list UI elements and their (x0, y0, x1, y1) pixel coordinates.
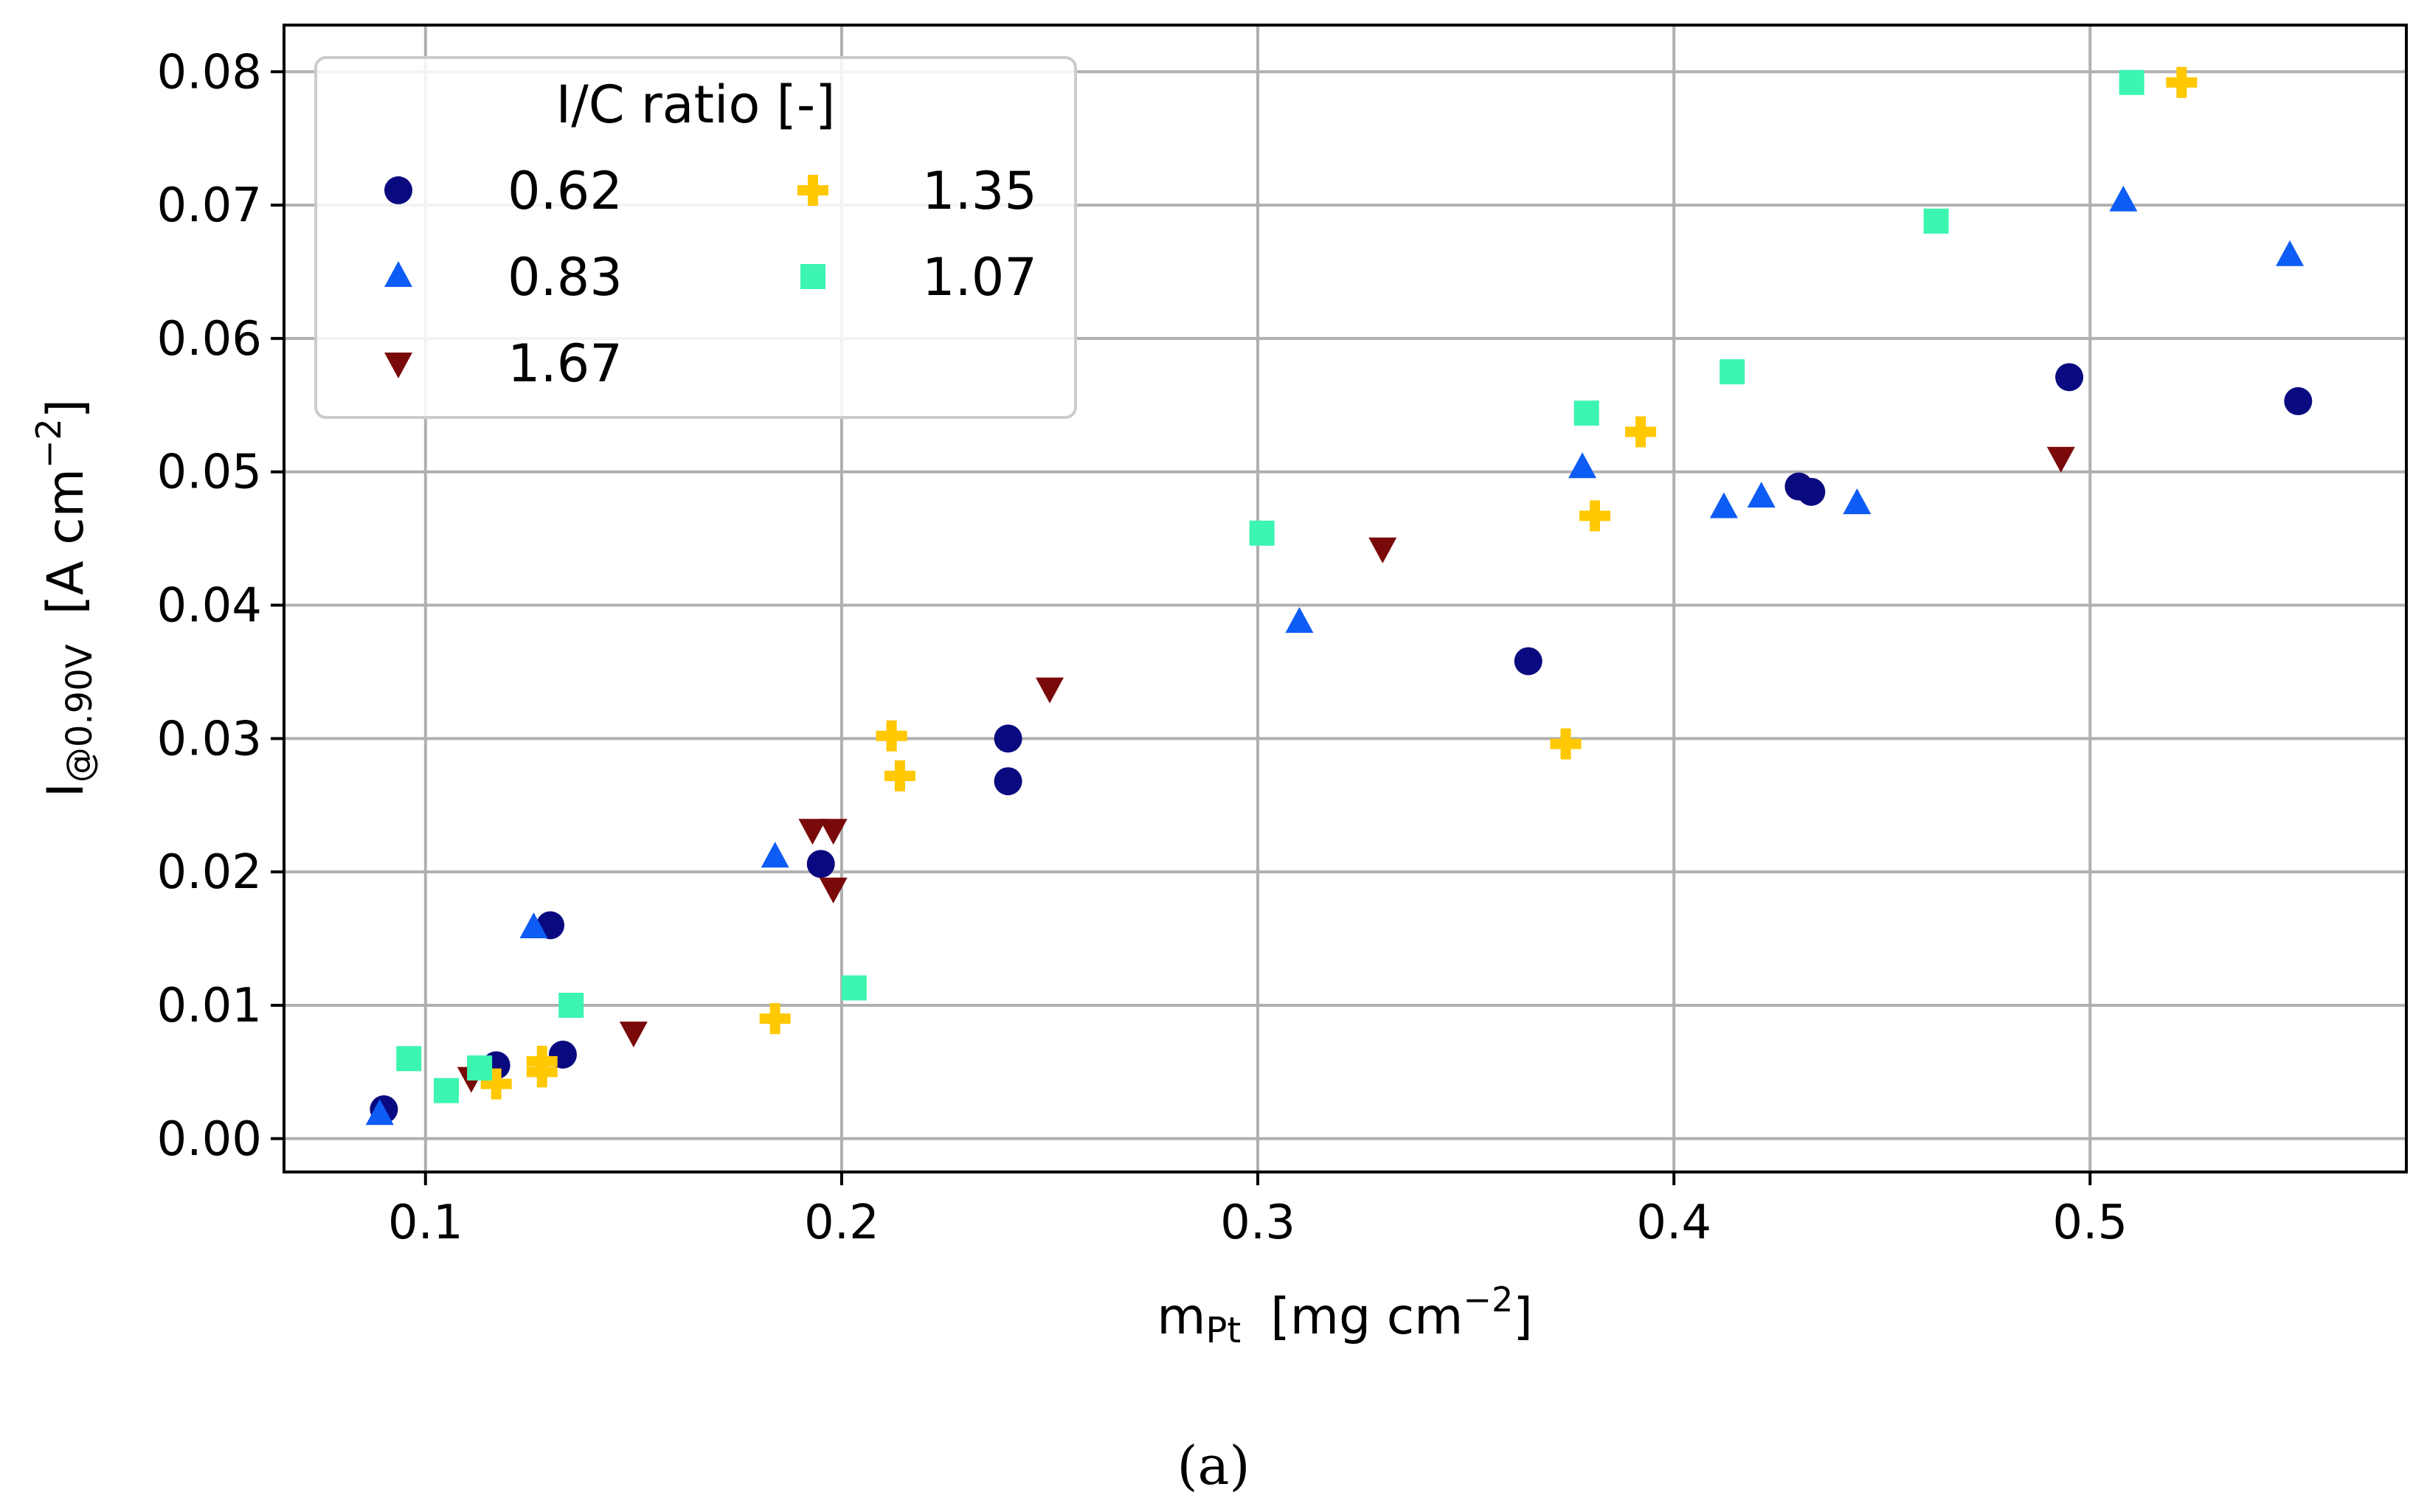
legend-marker-0_83 (384, 261, 412, 287)
data-point-ic-0_62 (994, 724, 1022, 753)
legend-box (314, 56, 1077, 419)
data-point-ic-0_83 (1843, 488, 1872, 515)
x-tick-label: 0.5 (2052, 1196, 2127, 1250)
legend-label: 0.62 (508, 161, 623, 221)
data-point-ic-0_62 (994, 767, 1022, 796)
x-axis-label-exponent: −2 (1463, 1280, 1513, 1319)
data-points (365, 66, 2313, 1126)
data-point-ic-1_67 (619, 1022, 648, 1048)
data-point-ic-0_62 (2055, 363, 2084, 392)
data-point-ic-0_83 (2109, 185, 2138, 212)
data-point-ic-1_07 (2119, 69, 2144, 95)
legend-marker-0_62 (384, 176, 412, 204)
data-point-ic-0_83 (1747, 482, 1776, 508)
data-point-ic-0_62 (1514, 647, 1543, 676)
legend-marker-1_35 (797, 175, 828, 206)
data-point-ic-0_83 (761, 842, 789, 868)
data-point-ic-0_83 (1285, 607, 1314, 634)
data-point-ic-0_62 (1797, 477, 1826, 506)
data-point-ic-1_07 (841, 975, 867, 1001)
data-point-ic-1_35 (1579, 500, 1610, 532)
x-tick-label: 0.3 (1220, 1196, 1295, 1250)
y-tick-label: 0.04 (157, 579, 263, 634)
data-point-ic-0_83 (2276, 240, 2305, 266)
y-tick-label: 0.08 (157, 45, 263, 100)
data-point-ic-1_35 (480, 1068, 512, 1100)
figure-caption: (a) (1177, 1435, 1250, 1497)
y-tick-label: 0.01 (157, 979, 263, 1033)
data-point-ic-1_07 (1249, 520, 1275, 546)
plot-area (283, 24, 2408, 1173)
legend-label: 0.83 (508, 247, 623, 308)
data-point-ic-1_67 (798, 819, 827, 845)
data-point-ic-0_62 (2284, 386, 2313, 415)
y-axis-label: I@0.90V[A cm−2] (29, 399, 100, 797)
data-point-ic-1_07 (467, 1055, 493, 1081)
legend-label: 1.07 (922, 247, 1037, 308)
y-tick-label: 0.07 (157, 178, 263, 233)
legend-label: 1.35 (922, 161, 1037, 221)
y-tick-label: 0.06 (157, 312, 263, 367)
data-point-ic-1_67 (819, 877, 848, 904)
y-axis-label-exponent: −2 (29, 418, 69, 468)
data-point-ic-1_35 (2166, 66, 2198, 98)
data-point-ic-1_07 (434, 1078, 460, 1103)
x-tick-label: 0.2 (804, 1196, 879, 1250)
data-point-ic-0_83 (365, 1099, 394, 1126)
x-axis-label-subscript: Pt (1205, 1310, 1241, 1351)
data-point-ic-1_35 (1550, 728, 1582, 760)
data-point-ic-1_35 (526, 1056, 558, 1088)
data-point-ic-1_67 (1035, 677, 1064, 704)
data-point-ic-1_07 (1720, 359, 1745, 385)
y-tick-label: 0.05 (157, 445, 263, 500)
data-point-ic-1_07 (396, 1046, 422, 1072)
y-axis-label-subscript: @0.90V (59, 644, 100, 783)
legend-marker-1_07 (800, 264, 825, 289)
data-point-ic-1_67 (819, 819, 848, 845)
data-point-ic-1_35 (876, 720, 907, 752)
x-tick-label: 0.1 (388, 1196, 463, 1250)
y-tick-label: 0.02 (157, 845, 263, 900)
x-axis-label: mPt [mg cm−2] (1157, 1280, 1533, 1351)
data-point-ic-1_35 (1625, 416, 1657, 448)
legend-title: I/C ratio [-] (556, 74, 836, 135)
data-point-ic-0_83 (1568, 452, 1597, 479)
data-point-ic-0_83 (1709, 492, 1738, 519)
x-tick-label: 0.4 (1636, 1196, 1711, 1250)
y-tick-label: 0.00 (157, 1112, 263, 1167)
data-point-ic-1_35 (759, 1003, 791, 1035)
axis-ticks: 0.1 0.2 0.3 0.4 0.5 0.00 0.01 0.02 0.03 0.04 0.05 0… (157, 45, 2128, 1250)
data-point-ic-1_07 (1573, 400, 1599, 426)
legend-marker-1_67 (384, 353, 412, 378)
y-tick-label: 0.03 (157, 712, 263, 766)
data-point-ic-1_67 (1368, 537, 1397, 563)
data-point-ic-1_07 (558, 992, 584, 1018)
data-point-ic-1_07 (1923, 208, 1949, 234)
data-point-ic-0_83 (519, 912, 548, 939)
data-point-ic-1_35 (884, 760, 915, 791)
legend-label: 1.67 (508, 333, 623, 394)
data-point-ic-1_67 (2046, 446, 2075, 473)
legend: I/C ratio [-] 0.62 0.83 1.67 1.35 1.07 (314, 56, 1077, 419)
data-point-ic-0_62 (806, 850, 835, 878)
